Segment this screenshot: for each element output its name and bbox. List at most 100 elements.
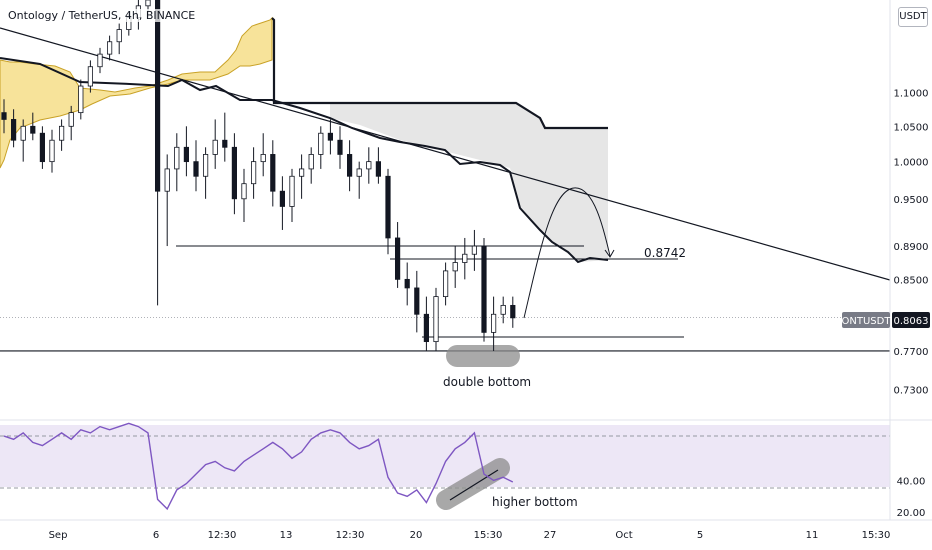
double-bottom-highlight xyxy=(446,345,520,367)
candle-body xyxy=(68,112,74,127)
price-tick-label: 1.1000 xyxy=(894,89,929,100)
candle xyxy=(510,296,516,328)
price-tick-label: 0.7300 xyxy=(894,386,929,397)
candle xyxy=(30,112,36,141)
candle xyxy=(174,133,180,192)
candle-body xyxy=(433,296,439,343)
time-tick-label: 13 xyxy=(280,530,293,541)
price-label-box xyxy=(892,312,930,328)
candle xyxy=(97,47,103,74)
time-tick-label: 15:30 xyxy=(862,530,891,541)
candle-body xyxy=(500,304,506,315)
candle-body xyxy=(174,146,180,170)
candle-body xyxy=(385,175,391,239)
time-tick-label: 12:30 xyxy=(208,530,237,541)
price-tick-label: 1.0500 xyxy=(894,122,929,133)
candle-body xyxy=(87,66,93,87)
candle xyxy=(279,176,286,230)
candle xyxy=(231,133,237,215)
candle xyxy=(500,296,506,324)
candle-body xyxy=(212,139,218,155)
candle-body xyxy=(30,125,36,134)
time-tick-label: 11 xyxy=(806,530,819,541)
candle xyxy=(212,119,218,169)
candle-body xyxy=(260,154,266,163)
candle xyxy=(481,237,487,342)
candle-body xyxy=(337,139,343,155)
candle xyxy=(318,126,324,169)
candle-body xyxy=(308,154,314,170)
candle xyxy=(68,105,74,141)
current-price-marker: ONTUSDT 0.8063 xyxy=(842,312,930,328)
candle-body xyxy=(423,313,430,343)
rsi-line xyxy=(3,422,514,511)
candle-body xyxy=(39,132,46,163)
time-tick-label: 20 xyxy=(410,530,423,541)
projected-path xyxy=(523,187,611,319)
price-tick-label: 0.8500 xyxy=(894,275,929,286)
candle-body xyxy=(289,175,295,207)
candle xyxy=(308,147,314,184)
time-axis: Sep 6 12:30 13 12:30 20 15:30 27 Oct 5 11 15:30 xyxy=(49,530,891,541)
time-tick-label: Sep xyxy=(49,530,68,541)
candle xyxy=(39,126,46,169)
candle xyxy=(289,168,295,223)
candle-body xyxy=(462,253,468,263)
candle-body xyxy=(154,0,161,192)
candle xyxy=(59,119,65,151)
price-label: 0.8063 xyxy=(894,316,929,327)
candle-body xyxy=(78,85,84,114)
candle xyxy=(193,140,199,192)
candle-body xyxy=(318,132,324,155)
currency-badge[interactable]: USDT xyxy=(898,7,928,27)
time-tick-label: 12:30 xyxy=(336,530,365,541)
candle xyxy=(337,126,343,169)
price-tick-label: 0.8900 xyxy=(894,242,929,253)
candle-body xyxy=(97,53,103,68)
candle xyxy=(433,287,439,351)
candle xyxy=(270,140,276,207)
candle-body xyxy=(375,161,382,177)
candle-body xyxy=(10,119,17,141)
chart-title: Ontology / TetherUS, 4h, BINANCE xyxy=(6,9,198,22)
candle xyxy=(394,222,401,288)
projection-zone xyxy=(330,103,608,262)
candle xyxy=(490,296,497,351)
candle xyxy=(154,0,161,306)
candle xyxy=(346,140,353,192)
candle-body xyxy=(145,0,151,7)
candle xyxy=(241,168,247,223)
ichimoku-baseline xyxy=(271,17,608,130)
candle xyxy=(78,79,84,120)
candle-body xyxy=(452,262,458,272)
candle xyxy=(222,112,228,162)
time-tick-label: 15:30 xyxy=(474,530,503,541)
candle xyxy=(183,126,189,177)
symbol-label: ONTUSDT xyxy=(842,316,892,327)
candle-body xyxy=(116,29,122,43)
candle xyxy=(107,35,113,61)
candle xyxy=(423,296,430,351)
candle xyxy=(164,154,170,247)
candle-body xyxy=(327,132,334,141)
candle xyxy=(87,60,93,93)
candle-body xyxy=(279,190,286,207)
rsi-tick-label: 20.00 xyxy=(897,508,926,519)
candle-body xyxy=(481,245,487,333)
price-axis: 1.1000 1.0500 1.0000 0.9500 0.8900 0.8500 0.77… xyxy=(894,89,929,397)
rsi-tick-label: 40.00 xyxy=(897,476,926,487)
neck-level-label: 0.8742 xyxy=(644,246,686,260)
candle-body xyxy=(298,168,305,177)
candle xyxy=(385,168,391,255)
candlesticks xyxy=(1,0,516,351)
time-tick-label: Oct xyxy=(615,530,632,541)
candle-body xyxy=(59,125,65,141)
candle-body xyxy=(490,313,497,333)
candle-body xyxy=(270,154,276,192)
candle xyxy=(298,154,305,199)
candle-body xyxy=(394,237,401,280)
candle-body xyxy=(183,146,189,163)
candle-body xyxy=(231,146,237,200)
candle xyxy=(356,161,362,199)
